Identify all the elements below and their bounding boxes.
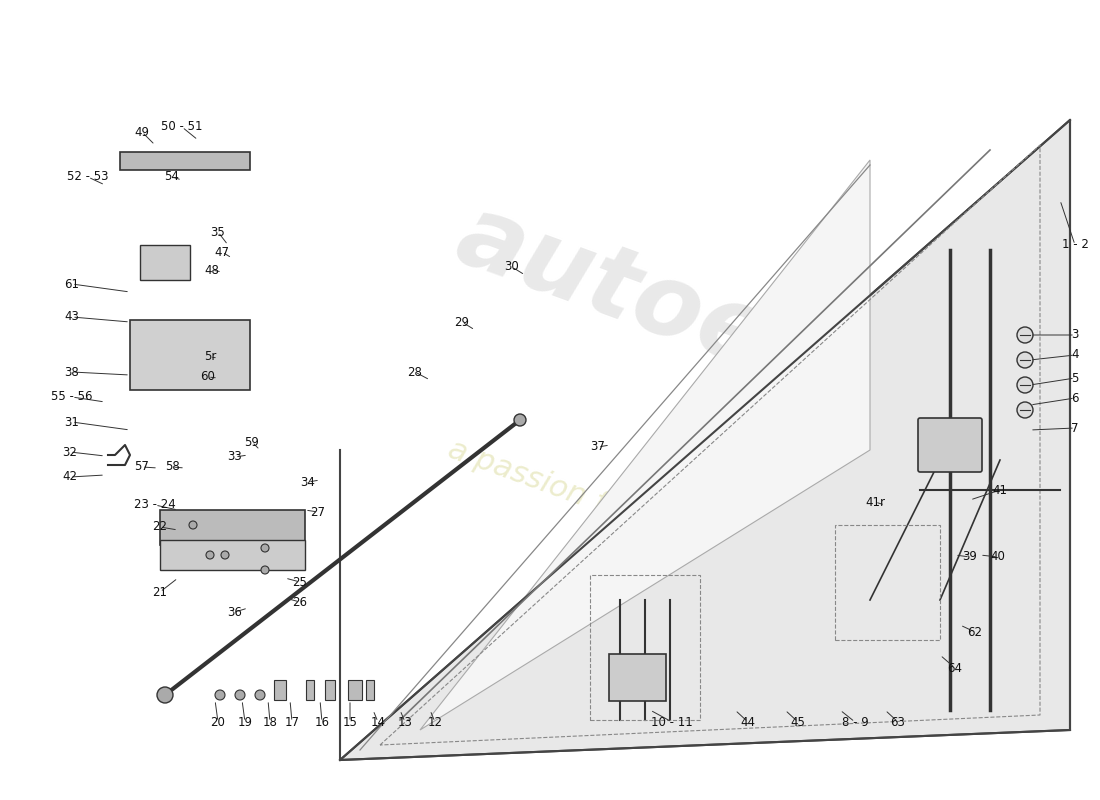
Circle shape (255, 690, 265, 700)
Text: 33: 33 (228, 450, 242, 463)
FancyBboxPatch shape (120, 152, 250, 170)
Polygon shape (340, 120, 1070, 760)
Text: 17: 17 (285, 715, 299, 729)
FancyBboxPatch shape (918, 418, 982, 472)
Text: 3: 3 (1071, 329, 1079, 342)
Text: a passion for auto parts: a passion for auto parts (444, 434, 795, 586)
Circle shape (1018, 377, 1033, 393)
Text: 1 - 2: 1 - 2 (1062, 238, 1088, 251)
Text: 21: 21 (153, 586, 167, 598)
Text: 64: 64 (947, 662, 962, 674)
Text: 10 - 11: 10 - 11 (651, 715, 693, 729)
Circle shape (189, 521, 197, 529)
Text: 59: 59 (244, 435, 260, 449)
Text: 4: 4 (1071, 349, 1079, 362)
Text: 6: 6 (1071, 391, 1079, 405)
Text: 35: 35 (210, 226, 225, 238)
Text: 57: 57 (134, 461, 150, 474)
Circle shape (1018, 352, 1033, 368)
Text: 25: 25 (293, 575, 307, 589)
Text: 30: 30 (505, 261, 519, 274)
Text: 44: 44 (740, 715, 756, 729)
Text: 61: 61 (65, 278, 79, 290)
Text: 38: 38 (65, 366, 79, 378)
Text: 60: 60 (200, 370, 216, 383)
Circle shape (206, 551, 214, 559)
Text: 42: 42 (63, 470, 77, 483)
Circle shape (221, 551, 229, 559)
Text: 48: 48 (205, 263, 219, 277)
Text: 5: 5 (1071, 371, 1079, 385)
Circle shape (261, 566, 270, 574)
Text: 52 - 53: 52 - 53 (67, 170, 109, 183)
Text: 45: 45 (791, 715, 805, 729)
Text: 32: 32 (63, 446, 77, 458)
Bar (366, 680, 374, 700)
FancyBboxPatch shape (160, 540, 305, 570)
Text: 62: 62 (968, 626, 982, 638)
FancyBboxPatch shape (140, 245, 190, 280)
Text: 43: 43 (65, 310, 79, 323)
Circle shape (1018, 402, 1033, 418)
Circle shape (235, 690, 245, 700)
Text: 55 - 56: 55 - 56 (52, 390, 92, 403)
Text: 26: 26 (293, 595, 308, 609)
Text: 16: 16 (315, 715, 330, 729)
Text: 19: 19 (238, 715, 253, 729)
Bar (306, 680, 313, 700)
Text: 27: 27 (310, 506, 326, 518)
Text: 37: 37 (591, 441, 605, 454)
Text: 39: 39 (962, 550, 978, 563)
Text: 23 - 24: 23 - 24 (134, 498, 176, 511)
Text: 41: 41 (992, 483, 1008, 497)
Text: 28: 28 (408, 366, 422, 378)
Text: 63: 63 (891, 715, 905, 729)
Text: 36: 36 (228, 606, 242, 618)
Text: 20: 20 (210, 715, 225, 729)
Text: 58: 58 (165, 461, 179, 474)
Text: 14: 14 (371, 715, 385, 729)
Text: 5r: 5r (204, 350, 217, 363)
Text: 54: 54 (165, 170, 179, 183)
Text: 18: 18 (263, 715, 277, 729)
Text: 47: 47 (214, 246, 230, 258)
Text: 41r: 41r (865, 495, 886, 509)
Circle shape (214, 690, 225, 700)
Text: 22: 22 (153, 521, 167, 534)
FancyBboxPatch shape (609, 654, 666, 701)
Bar (274, 680, 286, 700)
Text: 31: 31 (65, 415, 79, 429)
Bar (348, 680, 362, 700)
Circle shape (157, 687, 173, 703)
Polygon shape (420, 160, 870, 730)
Text: 49: 49 (134, 126, 150, 138)
Text: 15: 15 (342, 715, 358, 729)
Text: 40: 40 (991, 550, 1005, 563)
Circle shape (261, 544, 270, 552)
Text: 50 - 51: 50 - 51 (162, 121, 202, 134)
Text: autoeces: autoeces (444, 187, 956, 453)
FancyBboxPatch shape (160, 510, 305, 545)
Text: 29: 29 (454, 315, 470, 329)
Text: 7: 7 (1071, 422, 1079, 434)
Bar (324, 680, 336, 700)
Circle shape (1018, 327, 1033, 343)
Circle shape (514, 414, 526, 426)
Text: 8 - 9: 8 - 9 (842, 715, 868, 729)
FancyBboxPatch shape (130, 320, 250, 390)
Text: 13: 13 (397, 715, 412, 729)
Text: 12: 12 (428, 715, 442, 729)
Text: 34: 34 (300, 475, 316, 489)
